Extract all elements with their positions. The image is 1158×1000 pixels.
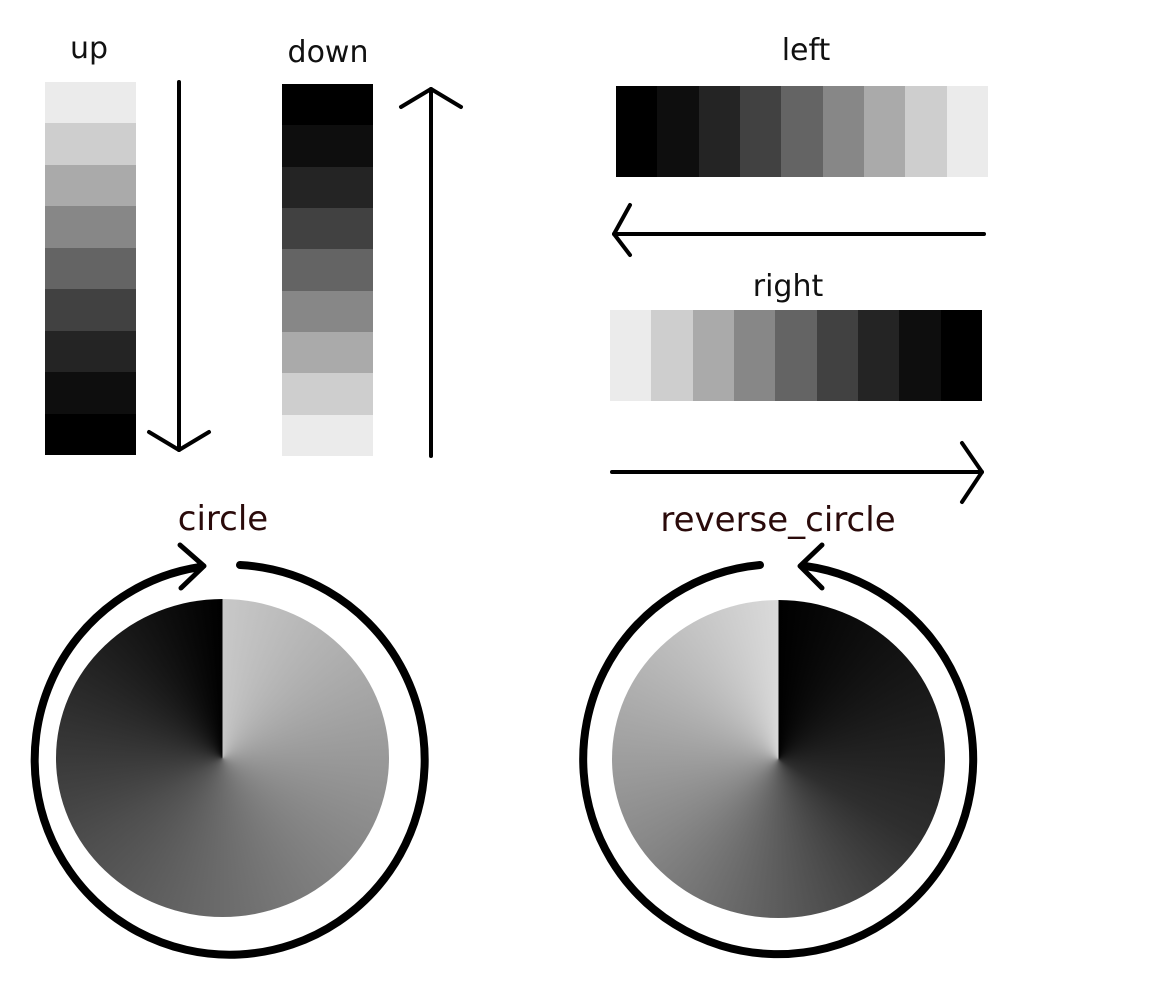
gradient-step-down-7 <box>282 331 373 374</box>
gradient-step-right-3 <box>692 310 734 401</box>
gradient-step-right-4 <box>733 310 776 401</box>
label-up: up <box>69 31 109 66</box>
gradient-step-right-7 <box>857 310 900 401</box>
gradient-step-left-9 <box>946 86 988 177</box>
gradient-step-down-5 <box>282 249 373 291</box>
gradient-step-down-1 <box>282 84 373 126</box>
gradient-step-up-9 <box>45 413 136 455</box>
gradient-step-down-4 <box>282 207 373 250</box>
gradient-step-left-3 <box>698 86 740 177</box>
gradient-step-right-8 <box>899 310 941 401</box>
label-circle: circle <box>177 499 269 539</box>
gradient-step-left-5 <box>781 86 823 177</box>
arrow-right-icon <box>610 441 984 504</box>
gradient-step-left-7 <box>863 86 906 177</box>
gradient-step-left-4 <box>739 86 782 177</box>
gradient-step-right-2 <box>651 310 693 401</box>
gradient-step-left-8 <box>905 86 947 177</box>
gradient-step-right-5 <box>775 310 817 401</box>
label-right: right <box>752 269 824 304</box>
gradient-step-down-2 <box>282 125 373 167</box>
gradient-step-up-3 <box>45 164 136 207</box>
arrow-down-icon <box>147 80 211 452</box>
gradient-step-right-6 <box>816 310 858 401</box>
gradient-step-up-8 <box>45 372 136 414</box>
label-reverse-circle: reverse_circle <box>660 500 896 540</box>
gradient-step-right-9 <box>940 310 982 401</box>
arrow-left-icon <box>612 203 986 257</box>
gradient-step-left-6 <box>822 86 864 177</box>
label-down: down <box>287 35 369 70</box>
clockwise-arrow-icon <box>30 542 429 959</box>
counterclockwise-arrow-icon <box>579 542 978 959</box>
gradient-step-up-2 <box>45 123 136 165</box>
gradient-step-up-6 <box>45 289 136 331</box>
gradient-step-up-1 <box>45 82 136 124</box>
gradient-step-up-7 <box>45 330 136 373</box>
gradient-strip-left <box>616 86 988 177</box>
gradient-strip-down <box>282 84 373 456</box>
gradient-step-right-1 <box>610 310 652 401</box>
gradient-step-down-6 <box>282 290 373 332</box>
gradient-step-up-4 <box>45 206 136 248</box>
gradient-step-up-5 <box>45 247 136 290</box>
arrow-up-icon <box>399 87 463 458</box>
gradient-step-down-3 <box>282 166 373 208</box>
gradient-step-down-9 <box>282 414 373 456</box>
gradient-strip-up <box>45 82 136 455</box>
gradient-step-left-1 <box>616 86 658 177</box>
gradient-step-down-8 <box>282 373 373 415</box>
label-left: left <box>781 33 831 68</box>
gradient-step-left-2 <box>657 86 699 177</box>
gradient-strip-right <box>610 310 982 401</box>
gradient-wheel-circle <box>56 599 389 917</box>
gradient-wheel-reverse-circle <box>612 600 945 918</box>
